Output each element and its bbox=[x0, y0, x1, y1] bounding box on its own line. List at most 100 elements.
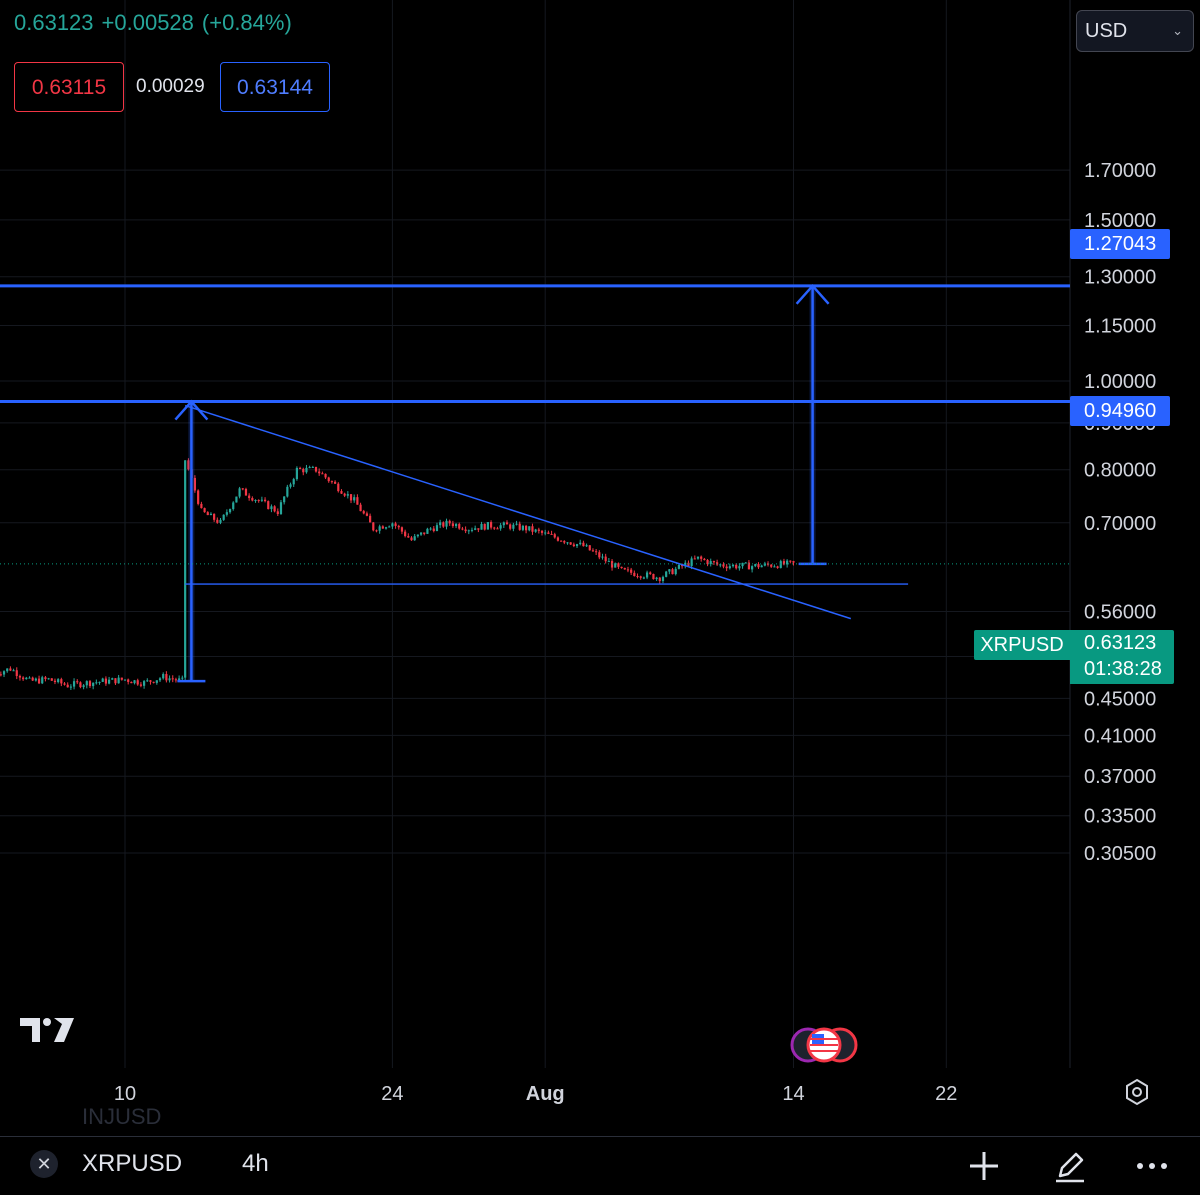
candle-body bbox=[579, 542, 582, 545]
candle-body bbox=[696, 556, 700, 559]
plus-icon[interactable] bbox=[966, 1148, 1002, 1184]
candle-body bbox=[731, 564, 735, 567]
candle-body bbox=[680, 564, 684, 567]
candle-body bbox=[445, 520, 448, 527]
candle-body bbox=[139, 684, 143, 686]
candle-body bbox=[321, 473, 324, 475]
candle-body bbox=[706, 559, 709, 565]
candle-body bbox=[534, 529, 537, 532]
candle-body bbox=[168, 678, 171, 681]
previous-symbol: INJUSD bbox=[82, 1104, 162, 1129]
candle-body bbox=[343, 493, 346, 496]
candle-body bbox=[330, 481, 334, 483]
sell-button[interactable]: 0.63115 bbox=[14, 62, 124, 112]
candle-body bbox=[120, 677, 123, 680]
candle-body bbox=[57, 679, 60, 683]
candle-body bbox=[388, 526, 391, 528]
candle-body bbox=[741, 562, 744, 567]
price-tick: 1.15000 bbox=[1084, 315, 1156, 337]
symbol-button[interactable]: XRPUSD bbox=[82, 1150, 183, 1177]
chart-grid bbox=[0, 0, 1071, 1068]
candle-body bbox=[528, 526, 531, 531]
candle-body bbox=[674, 568, 677, 575]
candle-body bbox=[760, 565, 763, 568]
price-chart[interactable]: 1.700001.500001.300001.150001.000000.900… bbox=[0, 0, 1200, 1136]
candle-body bbox=[779, 561, 782, 568]
candle-body bbox=[544, 532, 547, 534]
candle-body bbox=[130, 681, 133, 684]
economic-events-icon[interactable] bbox=[788, 1026, 864, 1066]
candle-body bbox=[700, 556, 703, 559]
candle-body bbox=[547, 532, 550, 534]
candle-body bbox=[509, 524, 512, 529]
settings-icon[interactable] bbox=[1122, 1077, 1152, 1107]
candle-body bbox=[295, 467, 298, 480]
date-tick: 22 bbox=[935, 1083, 957, 1105]
candle-body bbox=[563, 541, 566, 543]
candle-body bbox=[184, 460, 187, 678]
candle-body bbox=[423, 532, 426, 534]
candle-body bbox=[60, 679, 63, 684]
candle-body bbox=[136, 680, 139, 685]
candle-body bbox=[178, 678, 181, 681]
candle-body bbox=[773, 566, 776, 568]
close-icon[interactable]: ✕ bbox=[30, 1150, 58, 1178]
candle-body bbox=[623, 568, 626, 570]
candle-body bbox=[442, 522, 445, 527]
candle-body bbox=[238, 488, 241, 497]
candle-body bbox=[162, 674, 165, 679]
candle-body bbox=[464, 529, 467, 532]
candle-body bbox=[451, 523, 454, 527]
candle-body bbox=[248, 495, 251, 499]
drawings[interactable] bbox=[0, 283, 1070, 683]
candle-body bbox=[537, 529, 540, 531]
candle-body bbox=[286, 486, 289, 497]
date-tick: 14 bbox=[782, 1083, 804, 1105]
candle-body bbox=[337, 483, 340, 492]
candle-body bbox=[298, 467, 302, 469]
candle-body bbox=[37, 678, 41, 684]
date-tick: 10 bbox=[114, 1083, 136, 1105]
candle-body bbox=[216, 519, 219, 523]
candle-body bbox=[553, 534, 556, 538]
currency-select[interactable]: USD ⌄ bbox=[1076, 10, 1194, 52]
more-icon[interactable] bbox=[1134, 1148, 1170, 1184]
quote-header: 0.63123 +0.00528 (+0.84%) bbox=[14, 10, 300, 36]
candle-body bbox=[283, 496, 286, 503]
candle-body bbox=[404, 531, 407, 537]
candle-body bbox=[489, 522, 493, 528]
candle-body bbox=[429, 528, 432, 530]
candle-body bbox=[228, 509, 232, 513]
candle-body bbox=[512, 524, 515, 529]
candle-body bbox=[515, 523, 518, 525]
candle-body bbox=[381, 526, 384, 529]
buy-button[interactable]: 0.63144 bbox=[220, 62, 330, 112]
candle-body bbox=[521, 525, 525, 530]
candle-body bbox=[394, 523, 397, 526]
pencil-icon[interactable] bbox=[1052, 1148, 1088, 1184]
candle-body bbox=[117, 677, 120, 684]
candle-body bbox=[636, 576, 639, 578]
price-tick: 1.50000 bbox=[1084, 210, 1156, 232]
candle-body bbox=[219, 519, 222, 523]
candle-body bbox=[69, 686, 72, 688]
candle-body bbox=[703, 558, 706, 560]
candle-body bbox=[454, 524, 458, 527]
candle-body bbox=[34, 678, 37, 681]
candle-body bbox=[531, 526, 534, 532]
candle-body bbox=[340, 491, 343, 494]
candle-body bbox=[244, 488, 248, 496]
candle-body bbox=[334, 481, 337, 484]
candle-body bbox=[222, 514, 225, 520]
projection-arrow-head bbox=[174, 399, 209, 421]
candle-body bbox=[292, 479, 295, 485]
candle-body bbox=[235, 496, 238, 503]
candle-body bbox=[174, 679, 178, 681]
candle-body bbox=[171, 678, 174, 680]
interval-button[interactable]: 4h bbox=[242, 1150, 269, 1177]
candle-body bbox=[607, 561, 610, 563]
candle-body bbox=[655, 577, 658, 580]
candle-body bbox=[44, 677, 47, 679]
price-tick: 1.00000 bbox=[1084, 371, 1156, 393]
candle-body bbox=[98, 681, 101, 683]
